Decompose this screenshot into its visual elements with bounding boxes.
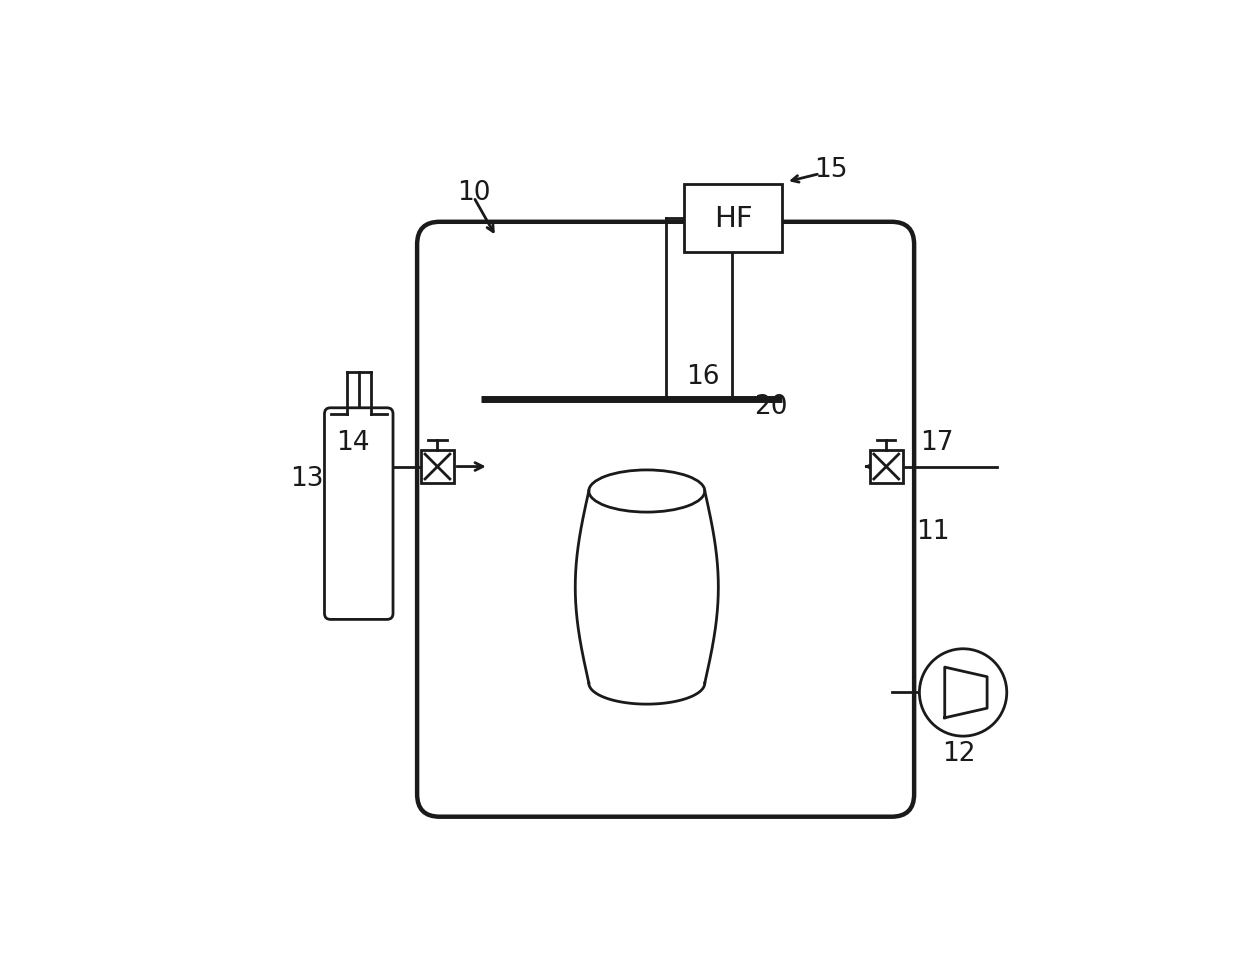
Text: 17: 17 — [920, 429, 954, 455]
Text: 20: 20 — [754, 394, 787, 420]
Ellipse shape — [589, 471, 704, 513]
Text: HF: HF — [714, 205, 753, 233]
Text: 14: 14 — [336, 429, 370, 455]
Text: 16: 16 — [687, 363, 720, 390]
FancyBboxPatch shape — [325, 408, 393, 619]
Bar — [684, 185, 782, 253]
Text: 12: 12 — [942, 740, 976, 766]
Text: 15: 15 — [815, 157, 848, 183]
Text: 10: 10 — [456, 180, 490, 205]
Bar — [420, 450, 454, 484]
Text: 11: 11 — [916, 518, 950, 544]
Text: 13: 13 — [290, 465, 324, 491]
Circle shape — [919, 649, 1007, 737]
Bar — [869, 450, 903, 484]
